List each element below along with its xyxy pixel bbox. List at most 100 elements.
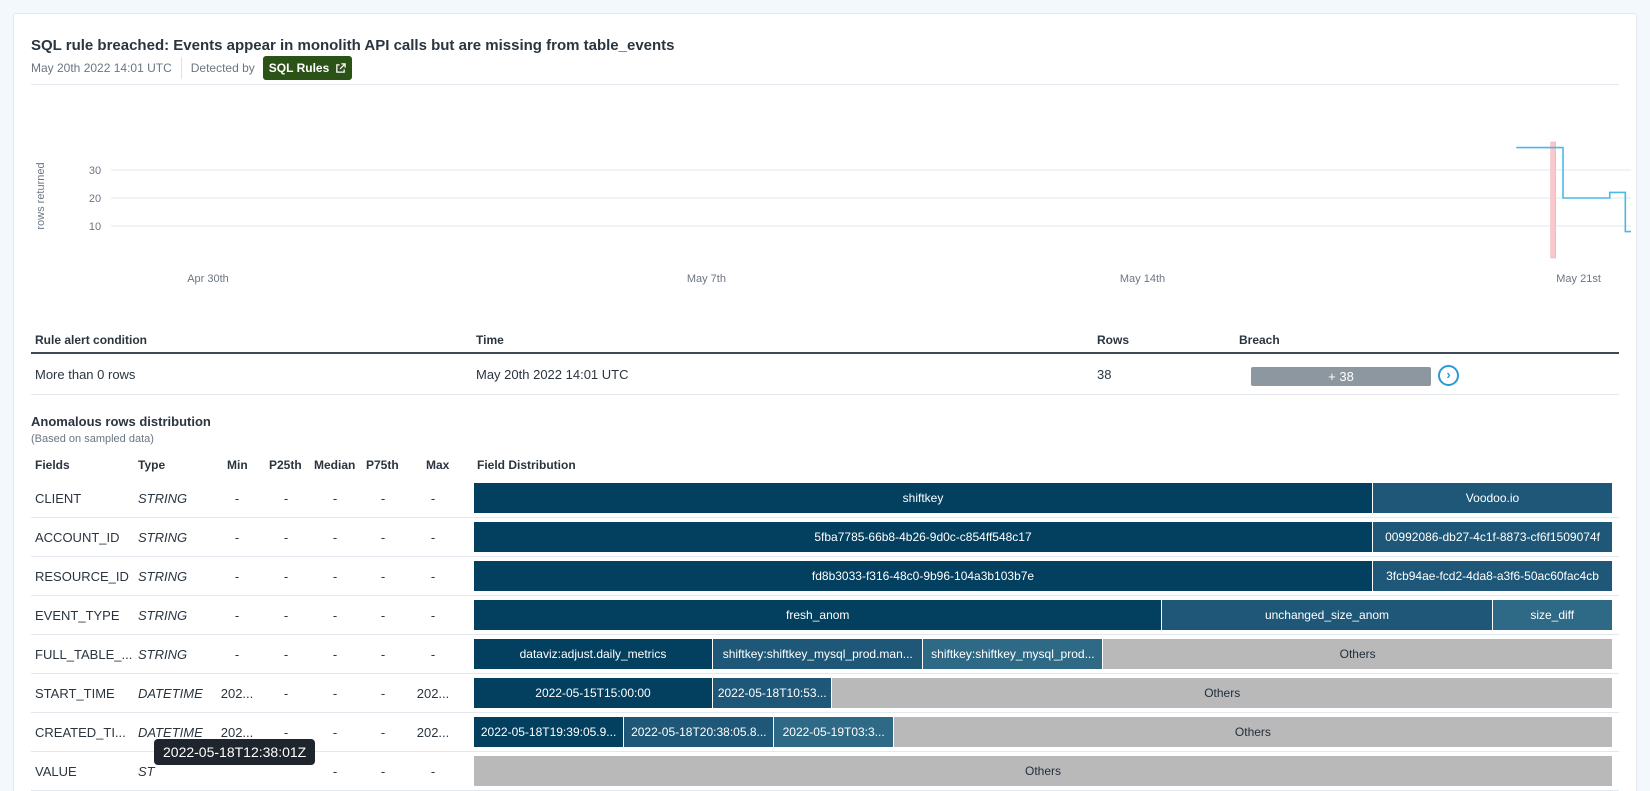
distribution-segment[interactable]: 2022-05-19T03:3...: [774, 717, 894, 747]
rule-time: May 20th 2022 14:01 UTC: [476, 367, 629, 382]
incident-title: SQL rule breached: Events appear in mono…: [31, 37, 675, 54]
rule-table-row: More than 0 rows May 20th 2022 14:01 UTC…: [31, 356, 1619, 395]
stat-median: -: [332, 491, 338, 506]
distribution-bar: 5fba7785-66b8-4b26-9d0c-c854ff548c17 0099…: [474, 522, 1612, 552]
y-tick-label: 20: [89, 193, 101, 205]
col-p75: P75th: [366, 458, 399, 472]
distribution-row: START_TIME DATETIME 202... - - - 202... 2022-05…: [31, 674, 1619, 713]
y-tick-label: 10: [89, 221, 101, 233]
distribution-segment[interactable]: unchanged_size_anom: [1162, 600, 1493, 630]
field-name: VALUE: [35, 764, 77, 779]
incident-meta: May 20th 2022 14:01 UTC Detected by SQL …: [31, 56, 353, 80]
breach-marker: [1550, 141, 1556, 259]
distribution-row: ACCOUNT_ID STRING - - - - - 5fba7785-66b8-4b26-…: [31, 518, 1619, 557]
distribution-segment[interactable]: size_diff: [1492, 600, 1612, 630]
distribution-segment[interactable]: Others: [893, 717, 1612, 747]
col-p25: P25th: [269, 458, 302, 472]
stat-max: -: [430, 569, 436, 584]
field-type: STRING: [138, 530, 188, 545]
x-tick-label: May 21st: [1556, 273, 1601, 285]
col-min: Min: [227, 458, 248, 472]
stat-median: -: [332, 725, 338, 740]
field-type: STRING: [138, 569, 188, 584]
stat-median: -: [332, 647, 338, 662]
series-line: [1516, 146, 1631, 233]
chevron-right-icon[interactable]: ›: [1438, 365, 1459, 386]
sql-rules-badge[interactable]: SQL Rules: [262, 56, 353, 80]
y-tick-label: 30: [89, 165, 101, 177]
header-rule-condition: Rule alert condition: [35, 333, 148, 347]
distribution-segment[interactable]: Voodoo.io: [1373, 483, 1612, 513]
distribution-segment[interactable]: dataviz:adjust.daily_metrics: [474, 639, 713, 669]
stat-min: -: [234, 569, 240, 584]
incident-card: SQL rule breached: Events appear in mono…: [13, 13, 1637, 791]
stat-median: -: [332, 686, 338, 701]
stat-p75: -: [380, 608, 386, 623]
header-divider: [31, 84, 1619, 85]
col-max: Max: [426, 458, 450, 472]
stat-min: -: [234, 530, 240, 545]
stat-p25: -: [283, 569, 289, 584]
field-type: STRING: [138, 491, 188, 506]
stat-max: -: [430, 608, 436, 623]
distribution-row: EVENT_TYPE STRING - - - - - fresh_anom unchanged…: [31, 596, 1619, 635]
distribution-segment[interactable]: 00992086-db27-4c1f-8873-cf6f1509074f: [1373, 522, 1612, 552]
stat-p25: -: [283, 725, 289, 740]
x-tick-label: Apr 30th: [187, 273, 229, 285]
stat-p25: -: [283, 686, 289, 701]
col-fields: Fields: [35, 458, 70, 472]
field-name: CLIENT: [35, 491, 82, 506]
stat-p75: -: [380, 491, 386, 506]
rule-rows: 38: [1097, 367, 1112, 382]
stat-max: -: [430, 647, 436, 662]
stat-min: -: [234, 491, 240, 506]
field-type: STRING: [138, 647, 188, 662]
stat-p75: -: [380, 569, 386, 584]
rule-table-header: Rule alert condition Time Rows Breach: [31, 326, 1619, 354]
stat-p25: -: [283, 530, 289, 545]
distribution-segment[interactable]: shiftkey:shiftkey_mysql_prod...: [923, 639, 1104, 669]
field-name: ACCOUNT_ID: [35, 530, 120, 545]
distribution-segment[interactable]: 3fcb94ae-fcd2-4da8-a3f6-50ac60fac4cb: [1373, 561, 1612, 591]
stat-p25: -: [283, 647, 289, 662]
distribution-segment[interactable]: shiftkey: [474, 483, 1374, 513]
stat-max: 202...: [416, 725, 450, 740]
stat-min: -: [234, 647, 240, 662]
stat-max: -: [430, 764, 436, 779]
field-name: CREATED_TI...: [35, 725, 126, 740]
distribution-bar: 2022-05-18T19:39:05.9... 2022-05-18T20:38…: [474, 717, 1612, 747]
col-field-distribution: Field Distribution: [477, 458, 576, 472]
distribution-bar: fresh_anom unchanged_size_anom size_diff: [474, 600, 1612, 630]
header-breach: Breach: [1239, 333, 1280, 347]
breach-bar: + 38: [1251, 367, 1431, 386]
distribution-header: Fields Type Min P25th Median P75th Max F…: [31, 454, 1631, 476]
field-type: DATETIME: [138, 686, 203, 701]
distribution-segment[interactable]: 2022-05-18T20:38:05.8...: [624, 717, 775, 747]
distribution-segment[interactable]: Others: [832, 678, 1612, 708]
x-tick-label: May 7th: [687, 273, 726, 285]
distribution-bar: 2022-05-15T15:00:00 2022-05-18T10:53... Ot…: [474, 678, 1612, 708]
incident-timestamp: May 20th 2022 14:01 UTC: [31, 61, 172, 75]
distribution-segment[interactable]: 2022-05-18T10:53...: [712, 678, 833, 708]
distribution-row: RESOURCE_ID STRING - - - - - fd8b3033-f316-48c0…: [31, 557, 1619, 596]
distribution-bar: shiftkey Voodoo.io: [474, 483, 1612, 513]
distribution-segment[interactable]: fd8b3033-f316-48c0-9b96-104a3b103b7e: [474, 561, 1374, 591]
distribution-segment[interactable]: 2022-05-15T15:00:00: [474, 678, 713, 708]
distribution-segment[interactable]: 5fba7785-66b8-4b26-9d0c-c854ff548c17: [474, 522, 1374, 552]
stat-p25: -: [283, 608, 289, 623]
distribution-segment[interactable]: Others: [474, 756, 1612, 786]
stat-min: -: [234, 608, 240, 623]
field-type: STRING: [138, 608, 188, 623]
field-type: DATETIME: [138, 725, 203, 740]
distribution-segment[interactable]: shiftkey:shiftkey_mysql_prod.man...: [712, 639, 924, 669]
stat-min: 202...: [220, 725, 254, 740]
distribution-segment[interactable]: 2022-05-18T19:39:05.9...: [474, 717, 625, 747]
distribution-row: CLIENT STRING - - - - - shiftkey Voodoo.io: [31, 479, 1619, 518]
stat-median: -: [332, 608, 338, 623]
header-time: Time: [476, 333, 504, 347]
distribution-segment[interactable]: fresh_anom: [474, 600, 1163, 630]
field-name: FULL_TABLE_...: [35, 647, 133, 662]
distribution-title: Anomalous rows distribution: [31, 414, 211, 429]
rule-condition: More than 0 rows: [35, 367, 136, 382]
distribution-segment[interactable]: Others: [1103, 639, 1612, 669]
